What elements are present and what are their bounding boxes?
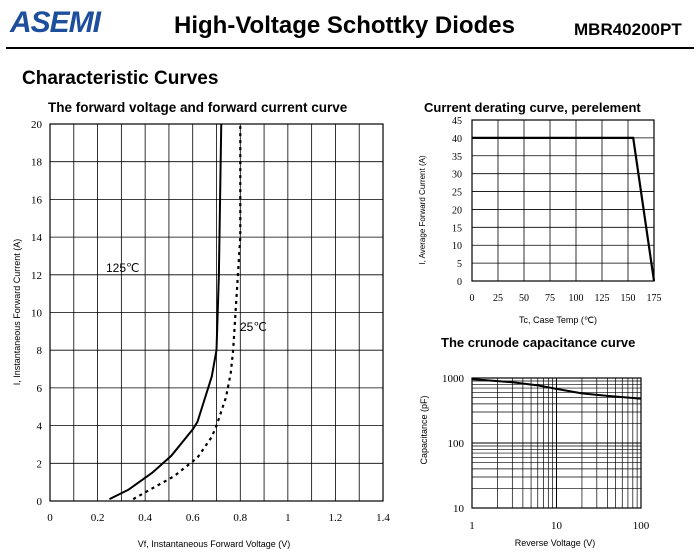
chart1-series-line-solid — [109, 123, 223, 501]
header-divider — [6, 47, 694, 49]
chart3-x-tick-label: 100 — [633, 520, 650, 532]
chart2-y-tick-label: 35 — [452, 152, 462, 163]
chart3-gridlines — [471, 377, 642, 509]
chart2-y-tick-label: 30 — [452, 170, 462, 181]
document-title: High-Voltage Schottky Diodes — [174, 12, 515, 39]
chart2-y-tick-label: 25 — [452, 188, 462, 199]
chart1-title: The forward voltage and forward current … — [48, 100, 348, 115]
chart2-y-tick-label: 15 — [452, 223, 462, 234]
chart2-y-tick-label: 45 — [452, 116, 462, 127]
chart3-x-axis-label: Reverse Voltage (V) — [515, 538, 596, 548]
chart2-derating-line — [472, 136, 656, 282]
chart2-x-tick-label: 0 — [470, 293, 475, 304]
chart3-x-tick-label: 1 — [469, 520, 475, 532]
chart2-x-tick-label: 75 — [545, 293, 555, 304]
chart1-x-axis-label: Vf, Instantaneous Forward Voltage (V) — [138, 539, 291, 549]
chart2-x-tick-label: 50 — [519, 293, 529, 304]
chart1-y-tick-label: 4 — [37, 421, 43, 433]
chart1-series — [109, 123, 242, 501]
chart2-y-tick-label: 0 — [457, 277, 462, 288]
chart1-y-tick-label: 6 — [37, 383, 43, 395]
chart2-y-tick-label: 40 — [452, 134, 462, 145]
chart2-x-axis-label: Tc, Case Temp (℃) — [519, 315, 597, 325]
chart3-y-tick-label: 100 — [448, 438, 465, 450]
chart3-x-tick-label: 10 — [551, 520, 563, 532]
chart3-capacitance-line — [471, 378, 642, 400]
chart1-x-tick-label: 0.2 — [91, 512, 105, 524]
chart1-series-line-dotted — [132, 124, 242, 501]
chart2-title: Current derating curve, perelement — [424, 100, 641, 115]
chart1-y-tick-label: 14 — [31, 232, 43, 244]
chart1-y-tick-label: 16 — [31, 194, 43, 206]
chart2-y-tick-label: 10 — [452, 241, 462, 252]
chart1-y-tick-label: 8 — [37, 345, 43, 357]
chart1-x-tick-label: 1.2 — [329, 512, 343, 524]
chart1-y-axis-label: I, Instantaneous Forward Current (A) — [12, 239, 22, 386]
part-number: MBR40200PT — [574, 20, 682, 39]
chart2-series — [472, 136, 656, 282]
chart1-gridlines — [49, 123, 384, 502]
chart2-y-axis-label: I, Average Forward Current (A) — [418, 155, 427, 265]
chart3-plot-frame — [471, 377, 642, 509]
chart3-tick-labels: 1 10 100 10 100 1000 — [442, 373, 650, 532]
chart1-x-tick-label: 0 — [47, 512, 53, 524]
chart3-series — [471, 378, 642, 400]
chart2-x-tick-label: 125 — [595, 293, 610, 304]
chart1-x-tick-label: 0.4 — [138, 512, 152, 524]
chart2-plot-frame — [471, 119, 655, 282]
chart1-y-tick-label: 2 — [37, 458, 43, 470]
chart3-y-tick-label: 10 — [453, 503, 465, 515]
chart2-y-tick-label: 5 — [457, 259, 462, 270]
chart2-y-tick-label: 20 — [452, 205, 462, 216]
chart2-x-tick-label: 25 — [493, 293, 503, 304]
chart1-y-tick-label: 20 — [31, 119, 43, 131]
chart1-x-tick-label: 1 — [285, 512, 291, 524]
chart1-annotation-25: 25℃ — [240, 320, 267, 334]
chart3-y-axis-label: Capacitance (pF) — [419, 395, 429, 464]
chart1-y-tick-label: 10 — [31, 308, 43, 320]
chart1-y-tick-label: 18 — [31, 157, 43, 169]
chart1-plot-frame — [49, 123, 384, 502]
chart1-tick-labels: 0 2 4 6 8 10 12 14 16 18 20 0 0.2 0.4 0.6 0.8 1 1.2 1.4 — [31, 119, 390, 524]
section-title: Characteristic Curves — [22, 68, 219, 89]
chart2-x-tick-label: 175 — [647, 293, 662, 304]
chart1-annotation-125: 125℃ — [106, 261, 140, 275]
chart2-x-tick-label: 150 — [621, 293, 636, 304]
chart3-y-tick-label: 1000 — [442, 373, 465, 385]
chart2-tick-labels: 0 25 50 75 100 125 150 175 0 5 10 15 20 25 30 35 40 45 — [452, 116, 662, 304]
brand-logo: ASEMI — [10, 6, 101, 39]
chart1-x-tick-label: 0.8 — [233, 512, 247, 524]
chart1-x-tick-label: 0.6 — [186, 512, 200, 524]
chart1-y-tick-label: 0 — [37, 496, 43, 508]
chart2-x-tick-label: 100 — [569, 293, 584, 304]
chart2-gridlines — [471, 119, 655, 282]
chart3-title: The crunode capacitance curve — [441, 335, 635, 350]
chart1-x-tick-label: 1.4 — [376, 512, 390, 524]
chart1-y-tick-label: 12 — [31, 270, 42, 282]
